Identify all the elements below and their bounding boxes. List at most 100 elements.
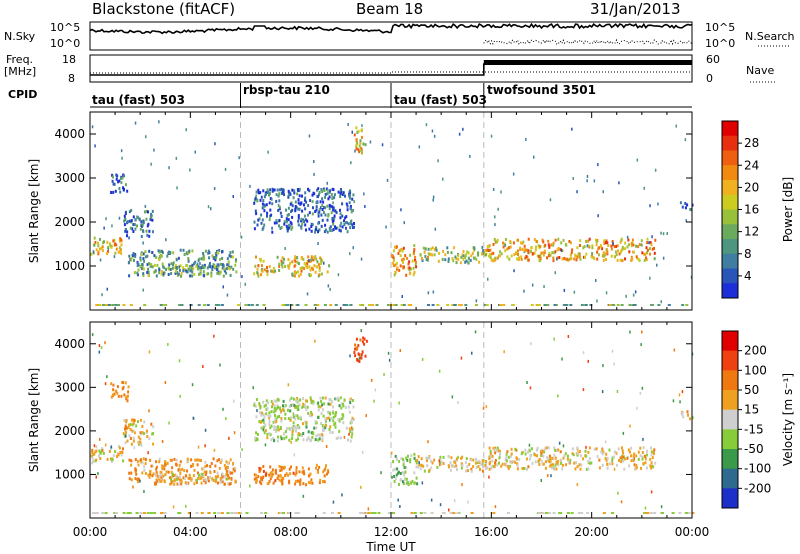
power-echo bbox=[275, 193, 278, 197]
power-echo bbox=[427, 247, 430, 251]
power-echo bbox=[287, 195, 290, 199]
power-echo bbox=[217, 304, 221, 306]
power-echo bbox=[582, 246, 585, 250]
power-echo bbox=[331, 205, 334, 209]
beam-label: Beam 18 bbox=[356, 0, 424, 18]
power-echo bbox=[223, 269, 226, 273]
velocity-echo bbox=[450, 464, 453, 467]
velocity-echo bbox=[169, 482, 172, 486]
power-echo bbox=[540, 251, 543, 255]
velocity-echo bbox=[630, 454, 633, 458]
power-echo bbox=[605, 241, 607, 245]
velocity-echo bbox=[641, 451, 644, 454]
velocity-echo bbox=[344, 405, 347, 409]
power-echo bbox=[262, 189, 265, 193]
power-echo bbox=[544, 243, 547, 247]
power-echo bbox=[577, 252, 580, 256]
power-echo bbox=[172, 263, 174, 267]
velocity-echo bbox=[253, 477, 256, 481]
velocity-echo bbox=[323, 402, 326, 406]
velocity-echo bbox=[460, 456, 463, 460]
velocity-echo bbox=[310, 431, 313, 435]
power-echo bbox=[279, 211, 282, 215]
velocity-echo bbox=[282, 476, 285, 480]
power-echo bbox=[93, 236, 96, 240]
power-echo bbox=[304, 304, 308, 306]
velocity-echo bbox=[420, 463, 423, 467]
power-echo bbox=[192, 267, 195, 271]
power-echo bbox=[296, 192, 299, 196]
power-echo bbox=[168, 166, 170, 170]
power-echo bbox=[178, 268, 181, 272]
power-echo bbox=[270, 269, 273, 273]
velocity-echo bbox=[101, 447, 104, 451]
velocity-echo bbox=[402, 458, 405, 461]
power-echo bbox=[610, 244, 613, 248]
power-echo bbox=[643, 252, 646, 256]
power-echo bbox=[203, 265, 206, 269]
power-echo bbox=[287, 213, 290, 217]
velocity-echo bbox=[98, 449, 101, 453]
velocity-echo bbox=[317, 438, 320, 442]
power-echo bbox=[319, 261, 322, 265]
velocity-echo bbox=[259, 480, 261, 484]
velocity-echo bbox=[254, 438, 257, 442]
power-echo bbox=[328, 226, 331, 230]
power-echo bbox=[427, 291, 430, 295]
power-echo bbox=[182, 248, 185, 252]
power-echo bbox=[632, 304, 636, 306]
power-echo bbox=[464, 260, 467, 264]
velocity-echo bbox=[359, 512, 363, 514]
power-echo bbox=[326, 192, 329, 196]
power-echo bbox=[315, 257, 318, 261]
power-echo bbox=[142, 288, 144, 292]
velocity-echo bbox=[275, 417, 278, 421]
power-echo bbox=[118, 246, 121, 250]
power-echo bbox=[344, 216, 347, 220]
velocity-echo bbox=[274, 414, 276, 418]
power-echo bbox=[130, 208, 133, 212]
velocity-echo bbox=[200, 481, 203, 485]
power-echo bbox=[561, 257, 564, 261]
power-echo bbox=[101, 293, 103, 297]
power-echo bbox=[606, 250, 609, 254]
power-echo bbox=[392, 304, 396, 306]
power-echo bbox=[297, 216, 300, 220]
power-echo bbox=[462, 250, 465, 253]
power-echo bbox=[329, 189, 332, 193]
velocity-echo bbox=[194, 458, 197, 462]
velocity-echo bbox=[439, 503, 442, 507]
velocity-echo bbox=[217, 474, 220, 478]
velocity-echo bbox=[290, 440, 292, 444]
velocity-echo bbox=[396, 457, 398, 461]
velocity-echo bbox=[566, 454, 569, 458]
velocity-echo bbox=[360, 353, 363, 357]
velocity-echo bbox=[505, 459, 508, 463]
velocity-echo bbox=[275, 470, 277, 474]
velocity-echo bbox=[261, 426, 264, 430]
power-echo bbox=[189, 304, 193, 306]
velocity-echo bbox=[678, 393, 681, 397]
velocity-echo bbox=[139, 479, 141, 483]
power-echo bbox=[144, 210, 146, 214]
velocity-echo bbox=[112, 388, 115, 392]
velocity-echo bbox=[399, 472, 402, 475]
power-echo bbox=[646, 248, 649, 252]
power-echo bbox=[265, 203, 268, 207]
power-echo bbox=[562, 304, 566, 306]
power-echo bbox=[165, 267, 168, 271]
velocity-echo bbox=[259, 420, 262, 424]
velocity-echo bbox=[361, 512, 365, 514]
velocity-echo bbox=[273, 428, 276, 432]
power-echo bbox=[499, 304, 503, 306]
power-echo bbox=[408, 266, 411, 270]
power-echo bbox=[249, 184, 251, 188]
power-echo bbox=[480, 252, 483, 256]
velocity-echo bbox=[475, 457, 477, 461]
power-echo bbox=[200, 266, 203, 270]
power-echo bbox=[399, 264, 402, 268]
power-echo bbox=[498, 254, 501, 258]
power-echo bbox=[139, 265, 142, 269]
velocity-echo bbox=[110, 382, 113, 386]
power-echo bbox=[294, 259, 297, 263]
